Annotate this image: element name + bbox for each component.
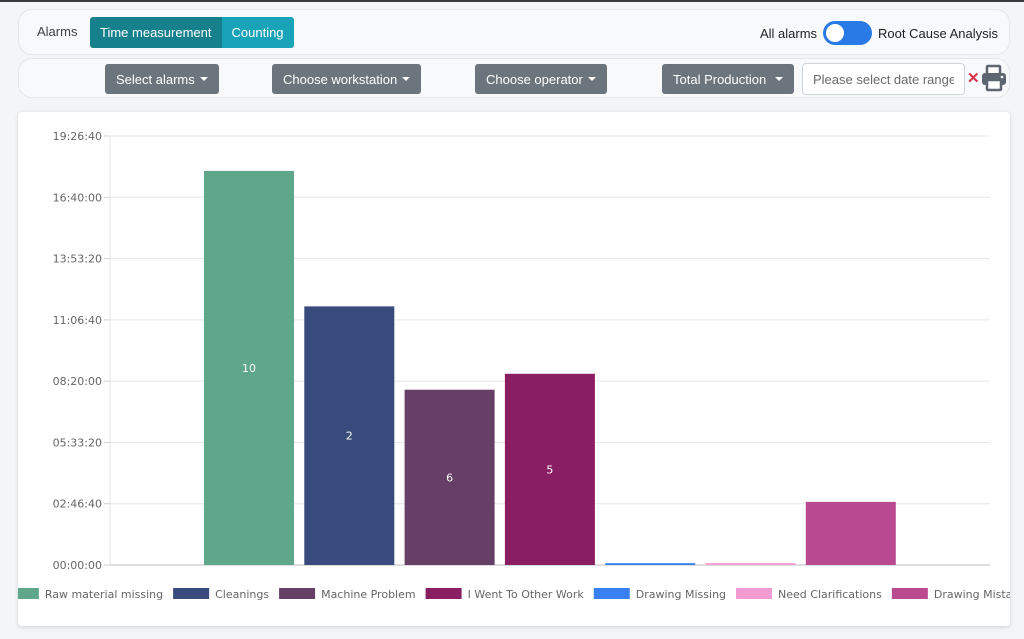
bar (805, 501, 896, 565)
choose-workstation-dropdown[interactable]: Choose workstation (272, 64, 422, 94)
y-tick-label: 05:33:20 (53, 436, 102, 449)
caret-down-icon (775, 77, 784, 81)
all-alarms-label: All alarms (759, 25, 818, 41)
legend-label: Machine Problem (321, 588, 416, 601)
legend-label: I Went To Other Work (468, 588, 585, 601)
legend-swatch (736, 588, 773, 599)
y-tick-label: 08:20:00 (53, 375, 102, 388)
bar (605, 563, 696, 565)
legend-swatch (173, 588, 210, 599)
legend-swatch (425, 588, 462, 599)
date-range-input[interactable] (802, 63, 965, 95)
bar-data-label: 10 (242, 362, 256, 375)
bar (304, 306, 395, 565)
legend-swatch (18, 588, 39, 599)
window-top-border (0, 0, 1024, 2)
legend-label: Drawing Mistake (934, 588, 1010, 601)
print-button[interactable] (981, 64, 1007, 92)
chart-card: 00:00:00 02:46:40 05:33:20 08:20:00 11:06:40… (18, 112, 1010, 626)
legend-label: Drawing Missing (636, 588, 726, 601)
y-tick-label: 13:53:20 (53, 253, 102, 266)
bar (504, 373, 595, 565)
bar-chart: 00:00:00 02:46:40 05:33:20 08:20:00 11:06:40… (18, 130, 1010, 601)
caret-down-icon (199, 77, 208, 81)
filter-toolbar: Select alarms Choose workstation Choose … (18, 58, 1010, 98)
y-tick-label: 16:40:00 (53, 191, 102, 204)
y-tick-label: 02:46:40 (53, 498, 102, 511)
caret-down-icon (587, 77, 596, 81)
analysis-toggle-switch[interactable] (823, 21, 873, 45)
total-production-label: Total Production (673, 71, 767, 87)
bar (705, 563, 796, 565)
bar (404, 389, 495, 565)
bar-data-label: 5 (546, 463, 553, 476)
y-tick-label: 00:00:00 (53, 559, 102, 572)
select-alarms-dropdown[interactable]: Select alarms (105, 64, 219, 94)
root-cause-label: Root Cause Analysis (878, 25, 998, 41)
mode-button-group: Time measurement Counting (90, 17, 294, 48)
analysis-toggle-group: All alarms Root Cause Analysis (760, 20, 998, 46)
legend-swatch (593, 588, 630, 599)
choose-operator-label: Choose operator (486, 71, 583, 87)
y-tick-label: 11:06:40 (53, 314, 102, 327)
close-icon[interactable]: ✕ (967, 70, 980, 87)
caret-down-icon (402, 77, 411, 81)
bar (204, 170, 294, 565)
legend-swatch (891, 588, 928, 599)
bar-data-label: 2 (346, 430, 353, 443)
bar-data-label: 6 (446, 471, 453, 484)
legend-label: Cleanings (215, 588, 269, 601)
toggle-knob (826, 24, 845, 42)
alarms-label: Alarms (37, 24, 78, 39)
legend-label: Need Clarifications (778, 588, 882, 601)
mode-toolbar: Alarms Time measurement Counting All ala… (18, 9, 1010, 55)
legend-label: Raw material missing (45, 588, 163, 601)
choose-operator-dropdown[interactable]: Choose operator (475, 64, 607, 94)
select-alarms-label: Select alarms (116, 71, 195, 87)
printer-icon (982, 64, 1006, 92)
legend-swatch (279, 588, 316, 599)
counting-tab[interactable]: Counting (221, 17, 294, 48)
choose-workstation-label: Choose workstation (283, 71, 398, 87)
y-tick-label: 19:26:40 (53, 130, 102, 143)
total-production-dropdown[interactable]: Total Production (662, 64, 795, 94)
time-measurement-tab[interactable]: Time measurement (90, 17, 222, 48)
